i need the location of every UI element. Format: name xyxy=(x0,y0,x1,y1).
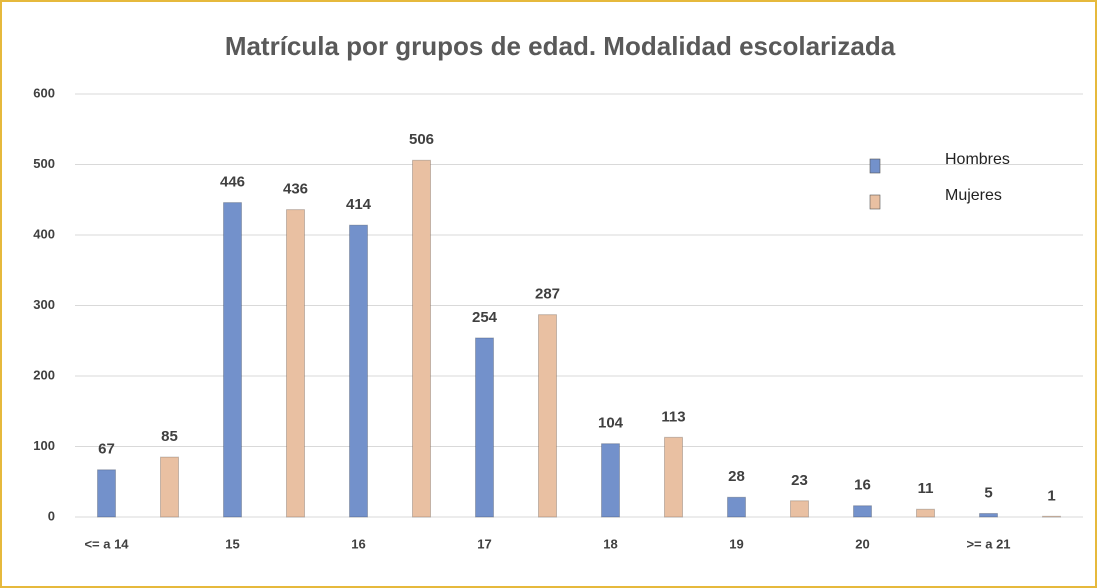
bar xyxy=(538,314,557,518)
bar xyxy=(286,209,305,518)
value-label: 254 xyxy=(472,309,498,326)
bar xyxy=(97,469,116,518)
chart-title: Matrícula por grupos de edad. Modalidad … xyxy=(225,31,896,61)
y-tick-label: 500 xyxy=(33,156,55,171)
bar xyxy=(727,496,746,518)
value-label: 104 xyxy=(598,415,624,432)
legend-swatch xyxy=(869,194,881,210)
value-label: 67 xyxy=(98,441,115,458)
value-label: 23 xyxy=(791,472,808,489)
x-tick-label: 20 xyxy=(855,536,869,551)
value-label: 11 xyxy=(918,480,934,497)
bar xyxy=(601,443,620,518)
x-tick-label: 18 xyxy=(603,536,617,551)
value-label: 446 xyxy=(220,174,245,191)
value-label: 5 xyxy=(984,484,992,501)
y-tick-label: 100 xyxy=(33,438,55,453)
x-tick-label: 16 xyxy=(351,536,365,551)
value-label: 414 xyxy=(346,196,372,213)
x-tick-label: 19 xyxy=(729,536,743,551)
y-tick-label: 600 xyxy=(33,85,55,100)
value-label: 287 xyxy=(535,286,560,303)
x-tick-label: 15 xyxy=(225,536,239,551)
bar xyxy=(475,337,494,518)
y-tick-label: 400 xyxy=(33,226,55,241)
bar xyxy=(349,224,368,518)
bar xyxy=(223,202,242,518)
bar xyxy=(853,505,872,518)
value-label: 506 xyxy=(409,131,434,148)
value-label: 436 xyxy=(283,181,308,198)
bar xyxy=(664,436,683,518)
x-tick-label: >= a 21 xyxy=(966,536,1010,551)
value-label: 28 xyxy=(728,468,745,485)
value-label: 113 xyxy=(661,408,685,425)
bar xyxy=(916,508,935,518)
y-tick-label: 200 xyxy=(33,367,55,382)
x-tick-label: <= a 14 xyxy=(84,536,129,551)
value-label: 1 xyxy=(1047,487,1055,504)
bar xyxy=(1042,515,1061,518)
legend-label: Mujeres xyxy=(945,187,1002,204)
value-label: 16 xyxy=(854,477,871,494)
legend-label: Hombres xyxy=(945,151,1010,168)
bar xyxy=(979,512,998,518)
bar xyxy=(790,500,809,518)
y-tick-label: 300 xyxy=(33,297,55,312)
value-label: 85 xyxy=(161,428,178,445)
x-tick-label: 17 xyxy=(477,536,491,551)
bar xyxy=(160,456,179,518)
legend-swatch xyxy=(869,158,881,174)
bar xyxy=(412,159,431,518)
y-tick-label: 0 xyxy=(48,508,55,523)
